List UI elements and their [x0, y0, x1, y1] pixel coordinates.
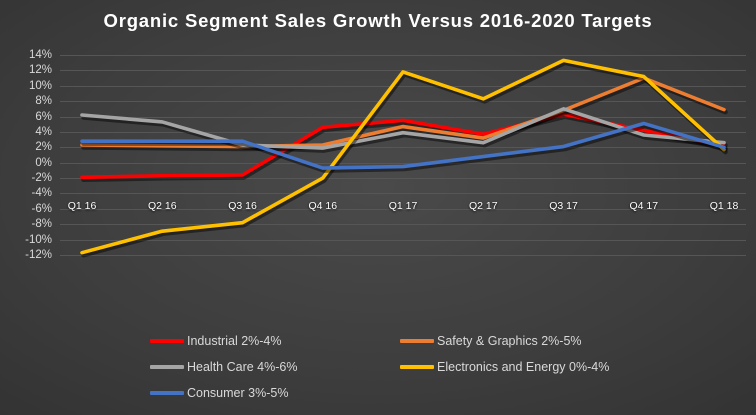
legend-row: Industrial 2%-4% Safety & Graphics 2%-5% [150, 328, 620, 354]
gridline [60, 239, 746, 241]
series-line-shadow [81, 123, 728, 173]
chart-title: Organic Segment Sales Growth Versus 2016… [103, 10, 653, 31]
legend-row: Consumer 3%-5% [150, 380, 620, 406]
series-line [80, 76, 726, 149]
gridline [60, 178, 746, 180]
y-axis-tick-label: -8% [31, 218, 52, 231]
y-axis-tick-label: 10% [28, 79, 52, 92]
y-axis-tick-label: 2% [35, 141, 52, 154]
y-axis-tick-label: 14% [28, 49, 52, 61]
legend-item[interactable]: Electronics and Energy 0%-4% [400, 360, 609, 374]
gridline [60, 255, 746, 256]
series-line [80, 58, 726, 255]
legend-color-swatch [150, 365, 184, 369]
legend-color-swatch [400, 339, 434, 343]
x-axis-tick-label: Q2 16 [147, 200, 177, 212]
gridline [60, 193, 746, 195]
y-axis-labels: 14% 12% 10% 8% 6% 4% 2% 0% -2% -4% -6% -8% -10% -12% [0, 49, 756, 261]
series-line-shadow [81, 78, 728, 152]
y-axis-tick-label: 12% [28, 64, 52, 77]
legend-label: Health Care 4%-6% [187, 360, 298, 374]
legend-label: Industrial 2%-4% [187, 334, 282, 348]
series-line-shadow [81, 109, 728, 153]
gridline [60, 147, 746, 149]
gridline [60, 224, 746, 226]
legend-label: Safety & Graphics 2%-5% [437, 334, 582, 348]
y-axis-tick-label: -6% [31, 202, 52, 215]
legend-color-swatch [150, 391, 184, 395]
legend-color-swatch [400, 365, 434, 369]
legend-item[interactable]: Consumer 3%-5% [150, 386, 400, 400]
y-axis-tick-label: -12% [25, 249, 52, 261]
series-line [80, 121, 726, 170]
y-axis-tick-label: -10% [25, 233, 52, 246]
legend-item[interactable]: Safety & Graphics 2%-5% [400, 334, 582, 348]
legend-item[interactable]: Health Care 4%-6% [150, 360, 400, 374]
y-axis-tick-label: 4% [35, 125, 52, 138]
legend-label: Electronics and Energy 0%-4% [437, 360, 610, 374]
x-axis-tick-label: Q3 16 [228, 200, 257, 212]
legend-label: Consumer 3%-5% [187, 386, 289, 400]
x-axis-tick-label: Q4 16 [308, 200, 338, 212]
gridline [60, 162, 746, 164]
series-line [80, 107, 726, 150]
x-axis-tick-label: Q3 17 [549, 200, 578, 212]
gridline [60, 85, 746, 87]
x-axis-labels: Q1 16 Q2 16 Q3 16 Q4 16 Q1 17 Q2 17 Q3 17 Q4 17… [60, 195, 746, 215]
x-axis-tick-label: Q1 17 [388, 200, 418, 212]
gridline [60, 101, 746, 103]
chart-legend: Industrial 2%-4% Safety & Graphics 2%-5% H… [150, 328, 620, 406]
y-axis-tick-label: 8% [35, 95, 52, 108]
legend-color-swatch [150, 339, 184, 343]
x-axis-tick-label: Q1 18 [709, 200, 739, 212]
series-line-shadow [81, 60, 728, 258]
legend-row: Health Care 4%-6% Electronics and Energy … [150, 354, 620, 380]
y-axis-tick-label: 6% [35, 110, 52, 123]
x-axis-tick-label: Q1 16 [67, 200, 97, 212]
y-axis-tick-label: 0% [35, 156, 52, 169]
x-axis-tick-label: Q4 17 [629, 200, 659, 212]
gridline [60, 55, 746, 56]
y-axis-tick-label: -2% [31, 172, 52, 185]
legend-item[interactable]: Industrial 2%-4% [150, 334, 400, 348]
gridline [60, 116, 746, 118]
x-axis-tick-label: Q2 17 [468, 200, 498, 212]
y-axis-tick-label: -4% [31, 187, 52, 200]
gridline [60, 208, 746, 210]
